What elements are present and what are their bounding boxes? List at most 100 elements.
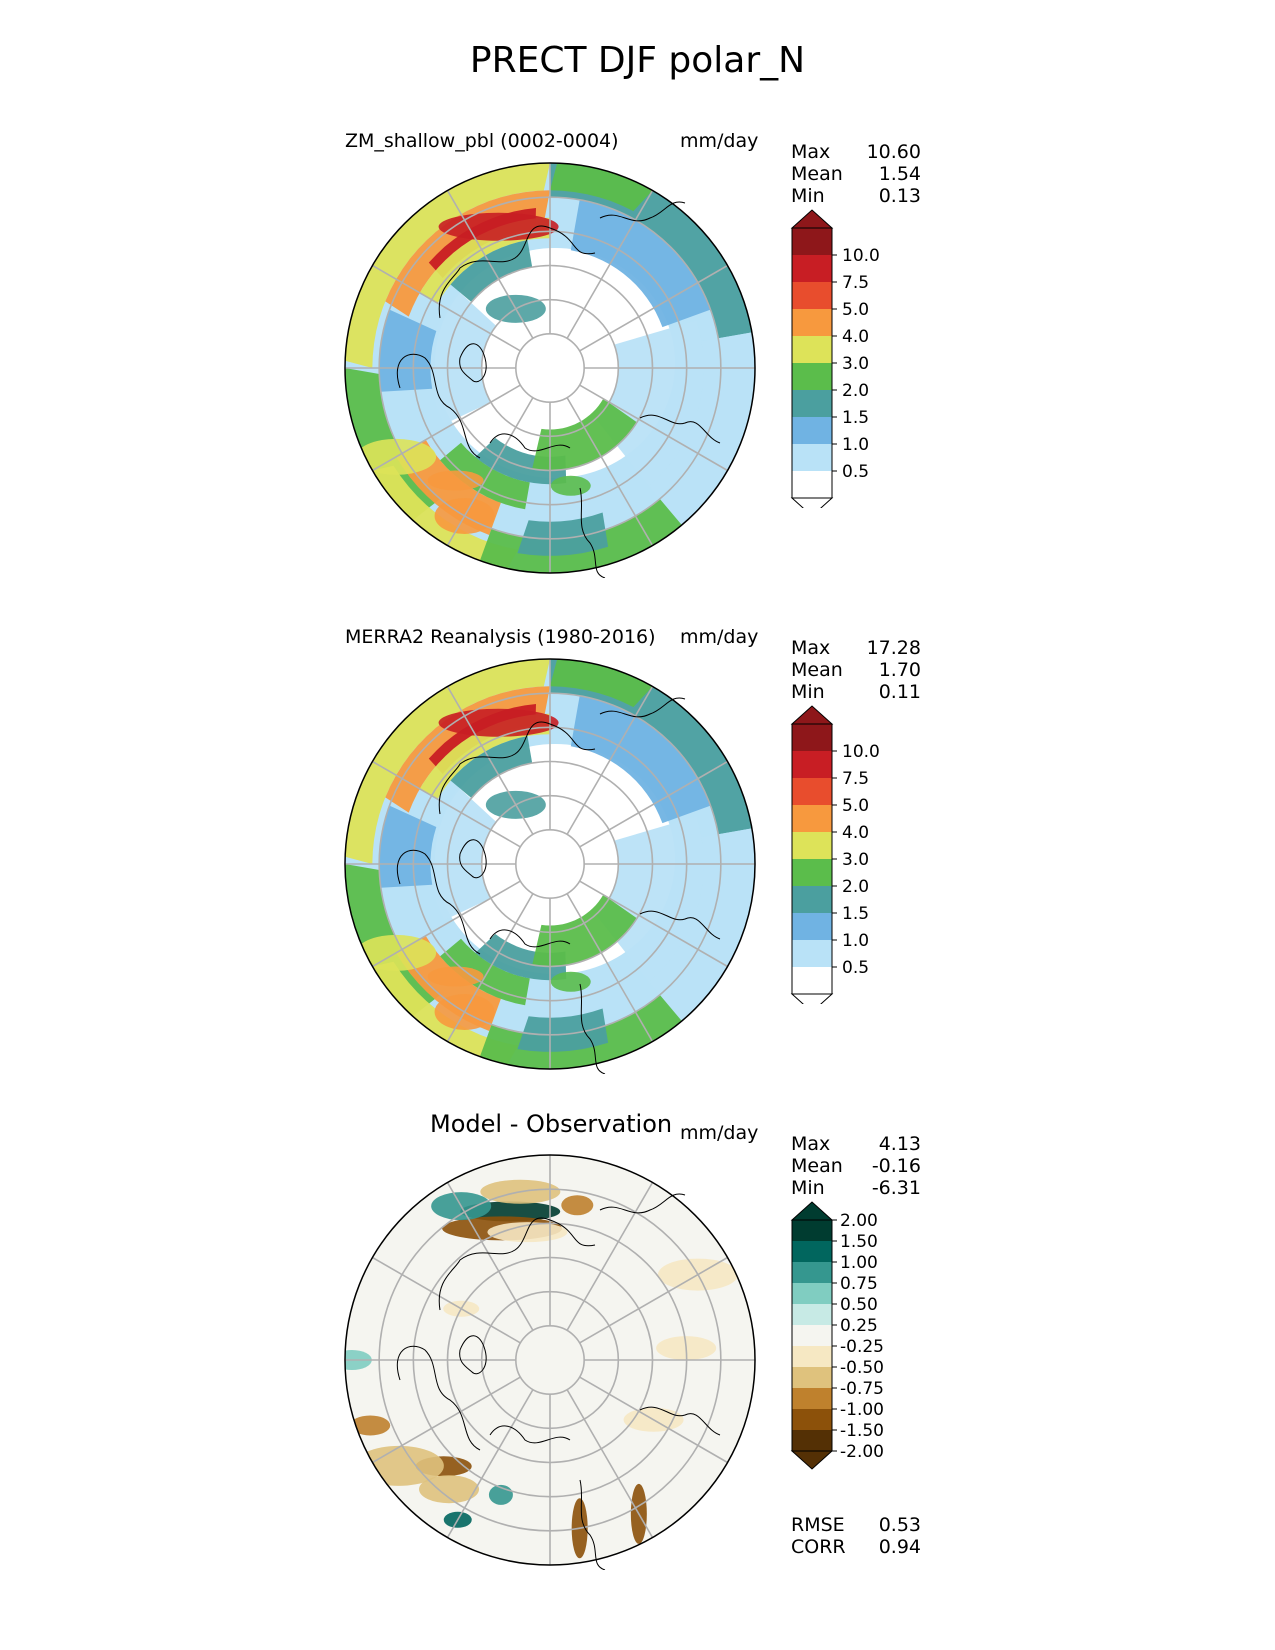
- colorbar: 0.5 1.0 1.5 2.0 3.0 4.0 5.0 7.5 10.0: [790, 705, 880, 1004]
- colorbar-tick-label: 5.0: [842, 796, 869, 816]
- colorbar-segment: [792, 967, 832, 994]
- meridian-line: [566, 1182, 654, 1331]
- meridian-line: [372, 1376, 521, 1464]
- colorbar-segment: [792, 309, 832, 336]
- metrics-block: RMSE 0.53 CORR 0.94: [791, 1514, 921, 1558]
- coastline: [489, 433, 571, 452]
- meridian-line: [372, 384, 521, 472]
- precip-band: [345, 163, 550, 368]
- meridian-line: [566, 893, 654, 1042]
- precip-band: [475, 438, 567, 485]
- colorbar-segment: [792, 255, 832, 282]
- colorbar-extend-min: [790, 497, 834, 508]
- max-value: 10.60: [866, 141, 921, 163]
- coastline: [579, 983, 606, 1074]
- min-label: Min: [791, 1177, 825, 1199]
- difference-cell: [419, 1475, 480, 1504]
- meridian-line: [446, 1389, 534, 1538]
- panel-units: mm/day: [680, 1122, 759, 1144]
- coastline: [396, 353, 481, 459]
- coastline: [459, 839, 487, 879]
- colorbar-tick-label: 3.0: [842, 850, 869, 870]
- colorbar-tick-label: 0.75: [840, 1274, 878, 1294]
- colorbar-segment: [792, 1283, 832, 1304]
- max-label: Max: [791, 141, 831, 163]
- colorbar-segment: [792, 390, 832, 417]
- difference-cell: [487, 1222, 568, 1243]
- precip-band: [517, 512, 609, 556]
- mean-value: -0.16: [871, 1155, 921, 1177]
- colorbar-tick-label: 10.0: [842, 246, 880, 266]
- colorbar-segment: [792, 1409, 832, 1430]
- coastline: [459, 1335, 487, 1375]
- colorbar-tick-label: 0.25: [840, 1316, 878, 1336]
- panel-title: Model - Observation: [430, 1110, 673, 1138]
- colorbar-tick-label: -2.00: [840, 1442, 884, 1462]
- colorbar-segment: [792, 751, 832, 778]
- meridian-line: [566, 397, 654, 546]
- colorbar-segment: [792, 1262, 832, 1283]
- max-value: 4.13: [878, 1133, 921, 1155]
- coastline: [579, 1479, 606, 1570]
- precip-band: [648, 828, 755, 1021]
- figure-title: PRECT DJF polar_N: [469, 40, 806, 81]
- precip-band: [450, 736, 533, 799]
- colorbar-segment: [792, 228, 832, 255]
- coastline: [639, 414, 721, 444]
- precip-band: [450, 240, 533, 303]
- coastline: [459, 343, 487, 383]
- colorbar-tick-label: 5.0: [842, 300, 869, 320]
- colorbar-tick-label: -0.75: [840, 1379, 884, 1399]
- colorbar-frame: [791, 1219, 833, 1452]
- min-label: Min: [791, 681, 825, 703]
- colorbar-segment: [792, 1325, 832, 1346]
- colorbar-segment: [792, 1430, 832, 1451]
- mean-label: Mean: [791, 659, 843, 681]
- precip-band: [648, 332, 755, 525]
- precip-band: [517, 1008, 609, 1052]
- precip-band: [550, 659, 653, 708]
- meridian-line: [446, 190, 534, 339]
- meridian-line: [566, 190, 654, 339]
- max-label: Max: [791, 1133, 831, 1155]
- max-value: 17.28: [866, 637, 921, 659]
- meridian-line: [446, 893, 534, 1042]
- precip-cell: [438, 708, 559, 737]
- colorbar-tick-label: 4.0: [842, 823, 869, 843]
- mean-label: Mean: [791, 1155, 843, 1177]
- polar-map: [344, 1154, 756, 1570]
- precip-band: [430, 787, 497, 921]
- mean-label: Mean: [791, 163, 843, 185]
- meridian-line: [579, 880, 728, 968]
- panel-reference: MERRA2 Reanalysis (1980-2016) mm/day Max…: [0, 626, 1275, 1096]
- colorbar-tick-label: 1.50: [840, 1232, 878, 1252]
- colorbar-segment: [792, 832, 832, 859]
- colorbar-segment: [792, 724, 832, 751]
- precip-cell: [427, 470, 484, 491]
- precip-band: [532, 398, 637, 471]
- colorbar-segment: [792, 913, 832, 940]
- colorbar-tick-label: 2.0: [842, 381, 869, 401]
- colorbar-segment: [792, 1304, 832, 1325]
- colorbar-tick-label: 10.0: [842, 742, 880, 762]
- meridian-line: [446, 397, 534, 546]
- rmse-value: 0.53: [878, 1514, 921, 1536]
- meridian-line: [372, 880, 521, 968]
- colorbar-segment: [792, 282, 832, 309]
- precip-band: [440, 442, 530, 510]
- difference-cell: [350, 1415, 391, 1436]
- meridian-line: [579, 1256, 728, 1344]
- colorbar-tick-label: 7.5: [842, 769, 869, 789]
- graticule: [345, 1155, 755, 1565]
- colorbar-tick-label: 7.5: [842, 273, 869, 293]
- precip-band: [532, 894, 637, 967]
- precip-band: [345, 659, 550, 864]
- colorbar-extend-max: [790, 1201, 834, 1221]
- colorbar-segment: [792, 778, 832, 805]
- colorbar-segment: [792, 471, 832, 498]
- map-border: [344, 162, 756, 574]
- polar-map: [344, 658, 756, 1074]
- precip-band: [595, 320, 704, 486]
- corr-label: CORR: [791, 1536, 846, 1558]
- stats-block: Max 17.28 Mean 1.70 Min 0.11: [791, 637, 921, 703]
